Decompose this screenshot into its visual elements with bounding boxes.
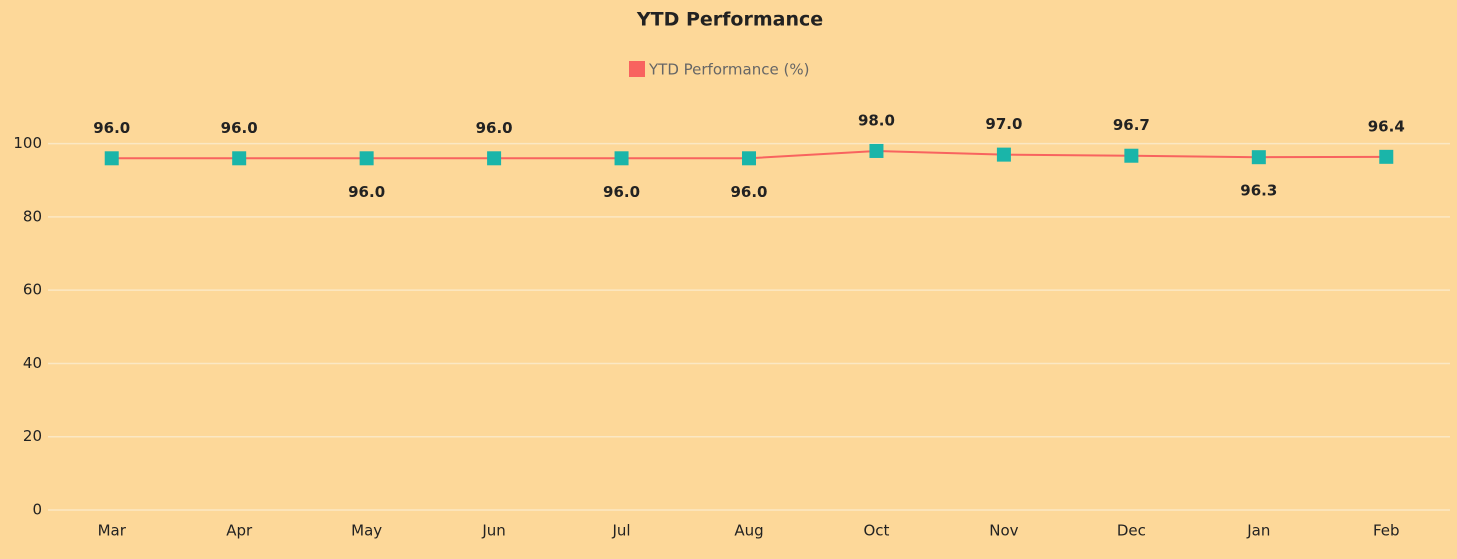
- data-label: 96.0: [603, 183, 640, 201]
- x-tick-label: Dec: [1117, 522, 1146, 540]
- legend-label: YTD Performance (%): [648, 61, 809, 79]
- data-label: 96.0: [93, 119, 130, 137]
- marker: [742, 151, 756, 166]
- marker: [487, 151, 502, 166]
- marker: [104, 151, 119, 166]
- marker: [1124, 148, 1139, 163]
- x-tick-label: Jun: [481, 522, 505, 540]
- y-tick-label: 100: [13, 134, 42, 152]
- x-tick-label: Aug: [734, 522, 763, 540]
- y-tick-label: 60: [23, 281, 42, 299]
- data-label: 98.0: [858, 111, 895, 129]
- data-label: 97.0: [985, 115, 1022, 133]
- x-tick-label: Oct: [863, 522, 889, 540]
- x-tick-label: Apr: [226, 522, 253, 540]
- x-tick-label: May: [351, 522, 382, 540]
- x-tick-label: Jan: [1246, 522, 1270, 540]
- marker: [1251, 150, 1266, 165]
- marker: [996, 147, 1011, 162]
- y-tick-label: 40: [23, 354, 42, 372]
- data-label: 96.0: [221, 119, 258, 137]
- x-tick-label: Mar: [98, 522, 127, 540]
- marker: [869, 143, 884, 158]
- y-tick-label: 0: [32, 501, 42, 519]
- marker: [359, 151, 374, 166]
- data-label: 96.0: [730, 183, 767, 201]
- y-tick-label: 80: [23, 207, 42, 225]
- x-tick-label: Jul: [611, 522, 630, 540]
- x-tick-label: Feb: [1373, 522, 1400, 540]
- marker: [614, 151, 629, 166]
- data-label: 96.0: [348, 183, 385, 201]
- data-label: 96.7: [1113, 116, 1150, 134]
- marker: [232, 151, 247, 166]
- y-tick-label: 20: [23, 427, 42, 445]
- data-label: 96.0: [476, 119, 513, 137]
- data-label: 96.3: [1240, 182, 1277, 200]
- legend-swatch: [629, 61, 645, 77]
- chart-title: YTD Performance: [636, 9, 823, 31]
- marker: [1379, 149, 1394, 164]
- x-tick-label: Nov: [989, 522, 1018, 540]
- data-label: 96.4: [1368, 117, 1405, 135]
